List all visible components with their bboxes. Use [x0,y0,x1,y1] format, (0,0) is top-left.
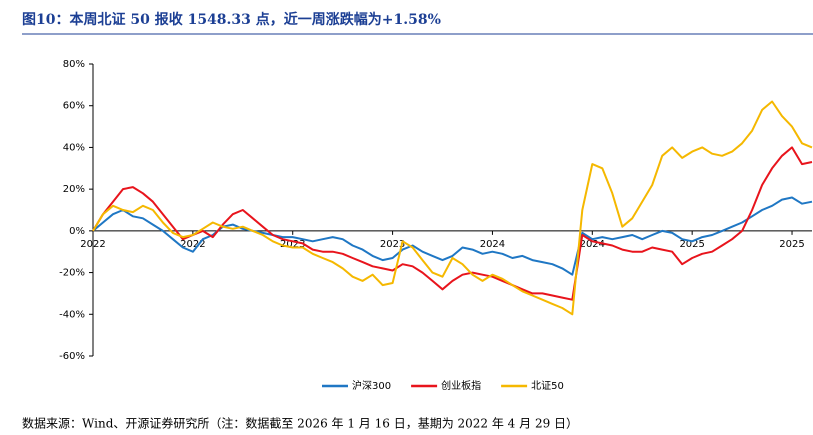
x-tick-label: 2024 [480,239,505,250]
series-line [92,100,813,316]
x-tick-label: 2022 [180,239,205,250]
x-tick-label: 2023 [380,239,405,250]
y-tick-label: 0% [69,226,85,237]
x-tick-label: 2023 [280,239,305,250]
x-tick-label: 2025 [679,239,704,250]
legend-label: 创业板指 [441,379,481,392]
y-tick-label: -20% [59,268,85,279]
x-tick-label: 2024 [580,239,605,250]
legend-label: 北证50 [531,380,564,392]
series-line [92,146,813,301]
x-tick-label: 2022 [80,239,105,250]
y-tick-label: 80% [63,59,85,70]
y-tick-label: 20% [63,184,85,195]
y-tick-label: -60% [59,351,85,362]
y-tick-label: -40% [59,309,85,320]
x-tick-label: 2025 [779,239,804,250]
y-tick-label: 60% [63,101,85,112]
y-tick-label: 40% [63,142,85,153]
source-note: 数据来源：Wind、开源证券研究所（注：数据截至 2026 年 1 月 16 日… [22,416,578,431]
legend-label: 沪深300 [352,379,391,392]
chart-title: 图10：本周北证 50 报收 1548.33 点，近一周涨跌幅为+1.58% [22,11,441,28]
series-line [92,196,813,276]
